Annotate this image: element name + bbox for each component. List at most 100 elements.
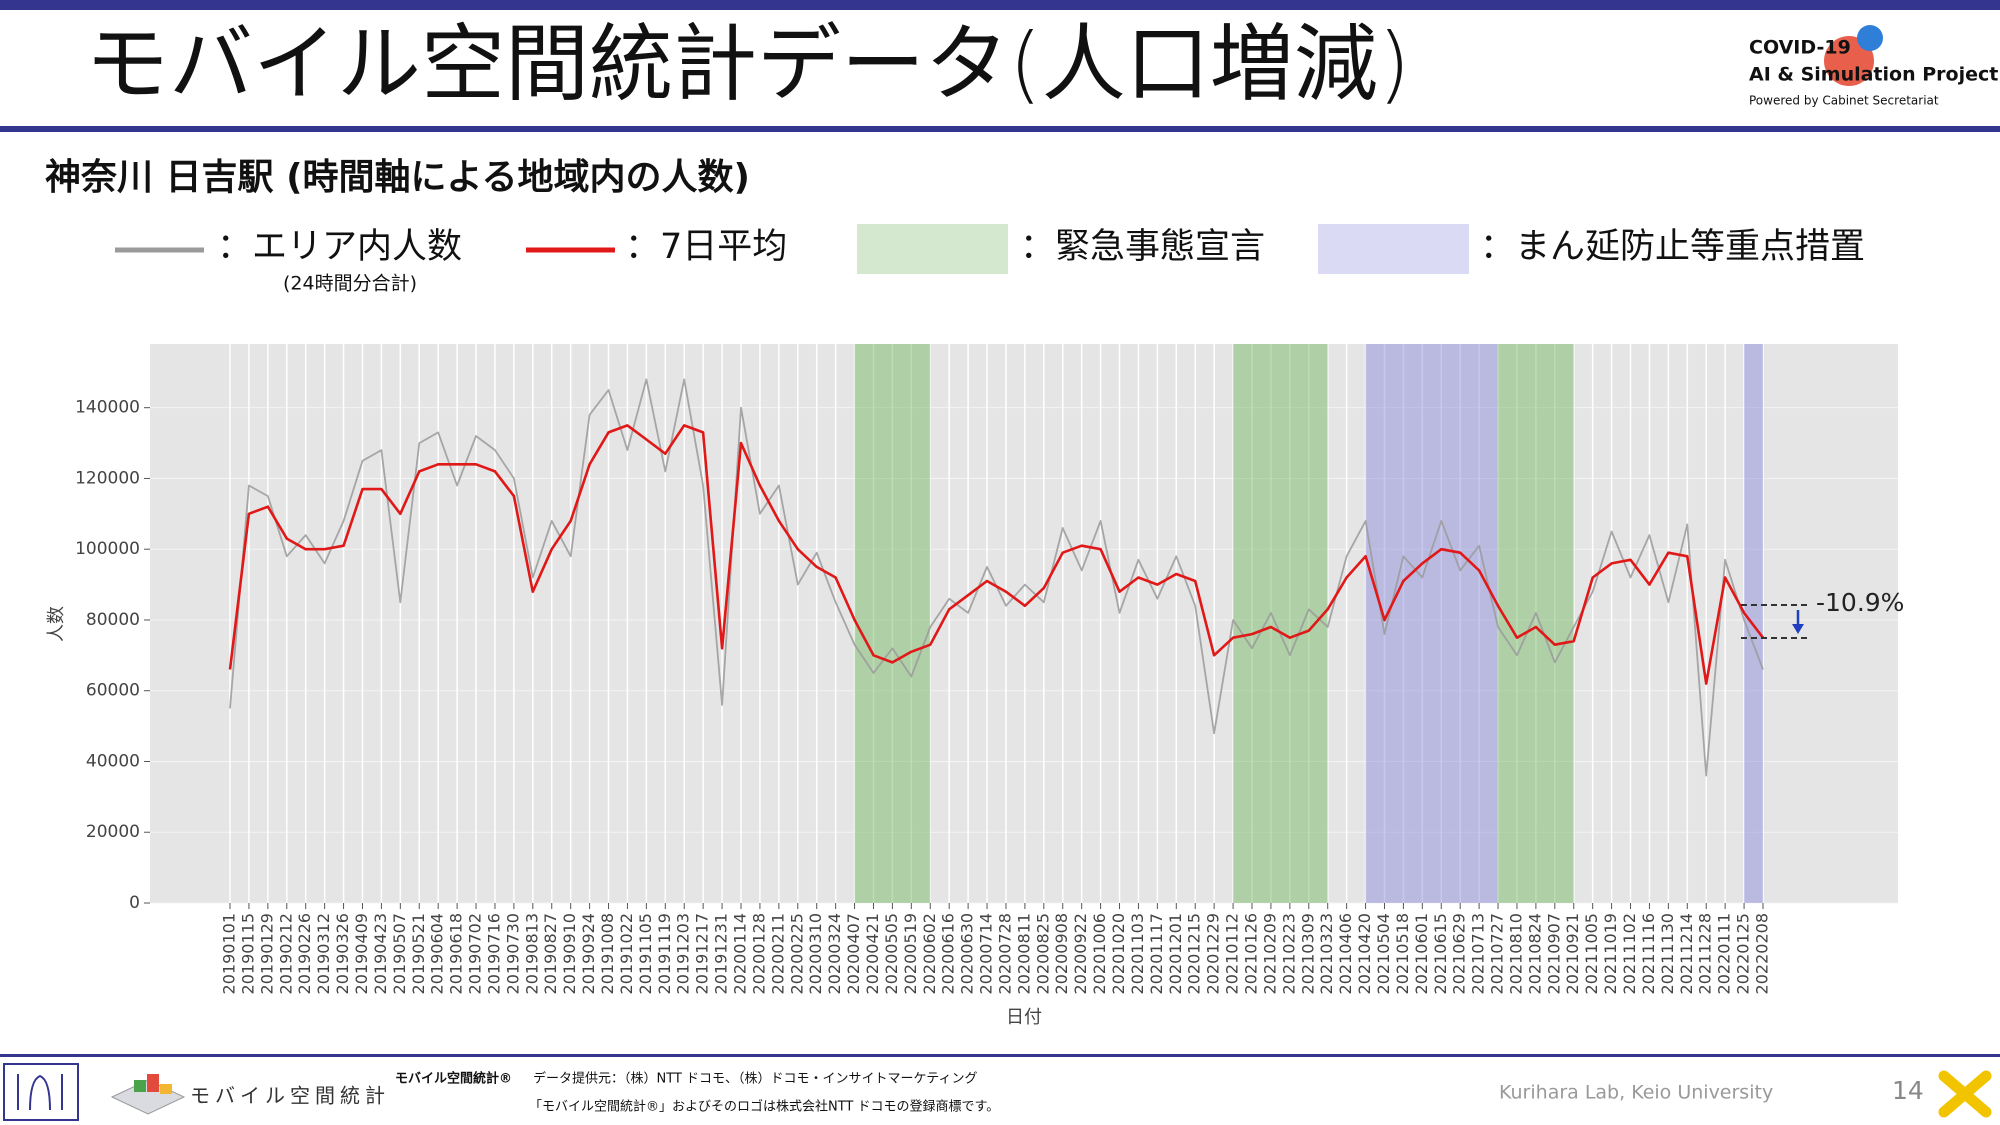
x-tick-label: 20191119 — [655, 913, 674, 994]
x-tick-label: 20211228 — [1696, 913, 1715, 994]
x-tick-label: 20200421 — [863, 913, 882, 994]
x-tick-label: 20210907 — [1544, 913, 1563, 994]
legend: ：エリア内人数 (24時間分合計) ：7日平均 ：緊急事態宣言 ：まん延防止等重点措置 — [115, 224, 1865, 295]
x-tick-label: 20200114 — [731, 913, 750, 994]
shaded-period — [1365, 344, 1499, 903]
x-tick-label: 20210824 — [1525, 913, 1544, 994]
x-tick-label: 20210223 — [1279, 913, 1298, 994]
x-tick-label: 20210420 — [1355, 913, 1374, 994]
x-tick-label: 20210309 — [1298, 913, 1317, 994]
x-tick-label: 20200211 — [768, 913, 787, 994]
footer-lab: Kurihara Lab, Keio University — [1499, 1082, 1773, 1104]
x-tick-label: 20201020 — [1109, 913, 1128, 994]
chart-title: 神奈川 日吉駅 (時間軸による地域内の人数) — [45, 157, 750, 198]
x-tick-label: 20200922 — [1071, 913, 1090, 994]
lines — [228, 378, 1765, 777]
y-tick-label: 120000 — [75, 468, 140, 488]
x-tick-label: 20190521 — [409, 913, 428, 994]
mobile-logo-icon — [110, 1074, 186, 1115]
x-tick-label: 20200908 — [1052, 913, 1071, 994]
axes: 0 20000 40000 60000 80000 100000 120000 140000 2… — [75, 398, 1771, 995]
x-tick-label: 20211130 — [1658, 913, 1677, 994]
annotation-arrow — [1792, 624, 1804, 634]
x-tick-label: 20210518 — [1393, 913, 1412, 994]
x-tick-label: 20190226 — [295, 913, 314, 994]
x-tick-label: 20200324 — [825, 913, 844, 994]
x-tick-label: 20201201 — [1166, 913, 1185, 994]
x-tick-label: 20190409 — [352, 913, 371, 994]
x-tick-label: 20201215 — [1185, 913, 1204, 994]
footer-rule — [0, 1054, 2000, 1057]
x-tick-label: 20210504 — [1374, 913, 1393, 994]
x-tick-label: 20191022 — [617, 913, 636, 994]
y-tick-label: 100000 — [75, 539, 140, 559]
slide-title: モバイル空間統計データ(人口増減) — [85, 15, 1411, 113]
x-tick-label: 20200630 — [958, 913, 977, 994]
x-tick-label: 20201006 — [1090, 913, 1109, 994]
x-tick-label: 20190507 — [390, 913, 409, 994]
x-tick-label: 20200128 — [749, 913, 768, 994]
x-tick-label: 20190326 — [333, 913, 352, 994]
x-tick-label: 20211116 — [1639, 913, 1658, 994]
x-tick-label: 20201103 — [1128, 913, 1147, 994]
x-tick-label: 20190730 — [503, 913, 522, 994]
y-axis-label: 人数 — [46, 606, 67, 642]
shaded-period — [854, 344, 931, 903]
x-tick-label: 20200728 — [995, 913, 1014, 994]
x-tick-label: 20190129 — [257, 913, 276, 994]
legend-swatch — [857, 224, 1008, 274]
x-tick-label: 20190813 — [522, 913, 541, 994]
x-tick-label: 20200225 — [787, 913, 806, 994]
x-tick-label: 20190910 — [560, 913, 579, 994]
x-tick-label: 20200519 — [901, 913, 920, 994]
legend-label: ：エリア内人数 — [217, 227, 462, 267]
x-tick-label: 20191008 — [598, 913, 617, 994]
x-tick-label: 20200310 — [806, 913, 825, 994]
legend-label: ：まん延防止等重点措置 — [1480, 227, 1865, 267]
y-tick-label: 140000 — [75, 398, 140, 418]
x-tick-label: 20210112 — [1223, 913, 1242, 994]
x-tick-label: 20210209 — [1260, 913, 1279, 994]
x-tick-label: 20210713 — [1469, 913, 1488, 994]
icon-shape — [147, 1074, 159, 1092]
plot-background — [150, 344, 1898, 903]
logo-text: COVID-19 — [1749, 37, 1851, 59]
x-axis-label: 日付 — [1006, 1007, 1042, 1028]
x-tick-label: 20190604 — [428, 913, 447, 994]
x-tick-label: 20200616 — [939, 913, 958, 994]
x-tick-label: 20191203 — [674, 913, 693, 994]
footer-brand: モバイル空間統計® — [395, 1071, 512, 1087]
x-tick-label: 20210921 — [1563, 913, 1582, 994]
corner-logo — [1938, 1070, 1992, 1118]
y-tick-label: 20000 — [86, 822, 140, 842]
logo-circle — [1824, 36, 1874, 86]
legend-note: (24時間分合計) — [283, 273, 417, 295]
y-tick-label: 60000 — [86, 681, 140, 701]
logo-text: Powered by Cabinet Secretariat — [1749, 94, 1939, 108]
legend-swatch — [1318, 224, 1469, 274]
shaded-period — [1233, 344, 1328, 903]
x-tick-label: 20190312 — [314, 913, 333, 994]
x-tick-label: 20220208 — [1753, 913, 1772, 994]
x-tick-label: 20211102 — [1620, 913, 1639, 994]
x-tick-label: 20190101 — [220, 913, 239, 994]
y-tick-label: 40000 — [86, 751, 140, 771]
x-tick-label: 20211214 — [1677, 913, 1696, 994]
logo-text: AI & Simulation Project — [1749, 64, 1998, 86]
spans — [854, 344, 1763, 903]
legend-label: ：7日平均 — [625, 227, 787, 267]
x-tick-label: 20190423 — [371, 913, 390, 994]
x-tick-label: 20190827 — [541, 913, 560, 994]
footer-trademark: 「モバイル空間統計®」およびそのロゴは株式会社NTT ドコモの登録商標です。 — [529, 1099, 999, 1115]
x-tick-label: 20190924 — [579, 913, 598, 994]
x-tick-label: 20211019 — [1601, 913, 1620, 994]
footer-source: データ提供元：（株）NTT ドコモ、（株）ドコモ・インサイトマーケティング — [533, 1071, 977, 1087]
y-tick-label: 0 — [129, 893, 140, 913]
header-rule — [0, 126, 2000, 132]
icon-shape — [134, 1080, 146, 1092]
x-tick-label: 20220125 — [1734, 913, 1753, 994]
x-tick-label: 20220111 — [1715, 913, 1734, 994]
x-tick-label: 20201229 — [1204, 913, 1223, 994]
lab-logo — [3, 1063, 79, 1121]
